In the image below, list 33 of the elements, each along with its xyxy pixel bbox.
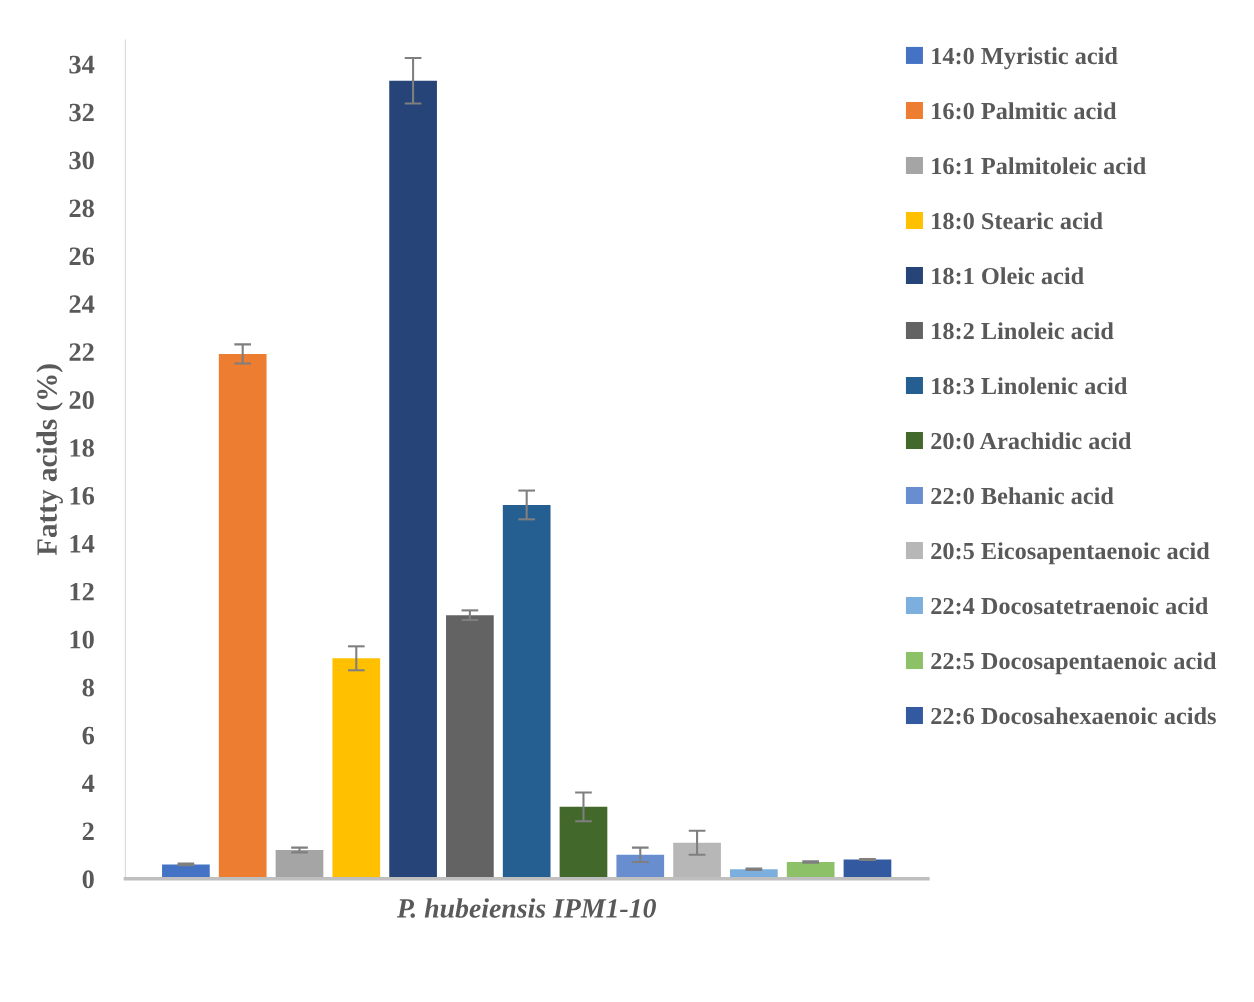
y-tick-label: 32	[69, 103, 94, 122]
y-tick-label: 12	[70, 582, 94, 601]
y-tick-label: 16	[70, 487, 95, 505]
y-tick-label: 10	[70, 630, 94, 649]
y-tick-label: 14	[70, 535, 95, 553]
legend-label: 22:6 Docosahexaenoic acids	[931, 707, 1216, 725]
y-tick-label: 22	[69, 343, 94, 361]
y-tick-label: 18	[70, 439, 94, 457]
legend-label: 18:2 Linoleic acid	[932, 322, 1114, 340]
legend-label: 22:5 Docosapentaenoic acid	[931, 652, 1217, 675]
y-axis-title: Fatty acids (%)	[36, 364, 63, 556]
y-tick-label: 34	[69, 55, 95, 74]
legend-label: 22:4 Docosatetraenoic acid	[931, 597, 1209, 615]
x-tick-label: P. hubeiensis IPM1-10	[396, 898, 656, 918]
y-tick-label: 4	[82, 774, 95, 793]
y-tick-label: 6	[82, 726, 95, 745]
y-tick-label: 20	[69, 391, 94, 409]
legend-label: 18:3 Linolenic acid	[932, 377, 1128, 395]
y-tick-label: 24	[69, 295, 95, 313]
legend-label: 18:0 Stearic acid	[932, 212, 1103, 230]
legend-label: 18:1 Oleic acid	[932, 267, 1084, 285]
legend-label: 22:0 Behanic acid	[931, 487, 1114, 505]
y-tick-label: 8	[82, 678, 94, 697]
legend-label: 16:0 Palmitic acid	[932, 102, 1117, 120]
y-tick-label: 2	[82, 822, 94, 840]
y-tick-label: 26	[69, 247, 95, 266]
y-tick-label: 0	[82, 870, 94, 889]
legend-label: 20:0 Arachidic acid	[931, 432, 1132, 450]
legend-label: 16:1 Palmitoleic acid	[932, 157, 1146, 175]
legend-label: 20:5 Eicosapentaenoic acid	[931, 542, 1210, 565]
legend-label: 14:0 Myristic acid	[932, 47, 1118, 70]
y-tick-label: 28	[69, 199, 94, 218]
y-tick-label: 30	[69, 151, 94, 170]
